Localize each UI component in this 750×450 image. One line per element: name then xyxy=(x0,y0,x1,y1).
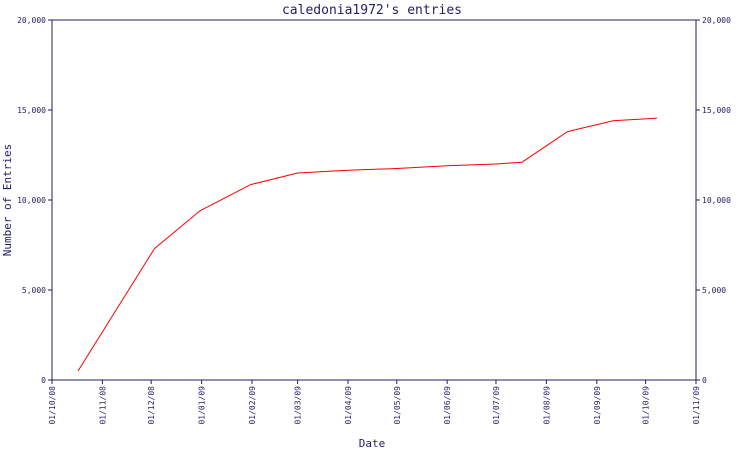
x-tick-label: 01/01/09 xyxy=(198,386,207,425)
x-tick-label: 01/10/08 xyxy=(48,386,57,425)
x-tick-label: 01/08/09 xyxy=(542,386,551,425)
x-axis-ticks: 01/10/08 01/11/08 01/12/08 01/01/09 01/02/09… xyxy=(48,380,701,425)
y-tick-label-left: 15,000 xyxy=(17,106,46,115)
data-point xyxy=(77,370,80,373)
x-tick-label: 01/06/09 xyxy=(443,386,452,425)
y-tick-label-right: 0 xyxy=(702,376,707,385)
x-tick-label: 01/04/09 xyxy=(344,386,353,425)
x-tick-label: 01/12/08 xyxy=(147,386,156,425)
x-tick-label: 01/11/08 xyxy=(98,386,107,425)
y-tick-label-right: 15,000 xyxy=(702,106,731,115)
data-point xyxy=(566,130,569,133)
data-point xyxy=(346,169,349,172)
y-axis-title: Number of Entries xyxy=(1,144,14,257)
data-point xyxy=(520,161,523,164)
x-axis-title: Date xyxy=(359,437,386,450)
series-points xyxy=(77,117,659,373)
data-point xyxy=(198,209,201,212)
data-point xyxy=(446,164,449,167)
y-tick-label-left: 10,000 xyxy=(17,196,46,205)
x-tick-label: 01/02/09 xyxy=(248,386,257,425)
x-tick-label: 01/07/09 xyxy=(492,386,501,425)
x-tick-label: 01/03/09 xyxy=(294,386,303,425)
data-point xyxy=(153,247,156,250)
x-tick-label: 01/11/09 xyxy=(692,386,701,425)
y-tick-label-left: 0 xyxy=(41,376,46,385)
data-point xyxy=(296,172,299,175)
data-point xyxy=(249,183,252,186)
data-point xyxy=(655,117,658,120)
y-tick-label-right: 20,000 xyxy=(702,16,731,25)
x-tick-label: 01/09/09 xyxy=(593,386,602,425)
data-point xyxy=(612,119,615,122)
right-y-axis-ticks: 0 5,000 10,000 15,000 20,000 xyxy=(696,16,731,385)
left-y-axis-ticks: 0 5,000 10,000 15,000 20,000 xyxy=(17,16,52,385)
y-tick-label-right: 10,000 xyxy=(702,196,731,205)
y-tick-label-left: 5,000 xyxy=(22,286,46,295)
data-point xyxy=(494,163,497,166)
x-tick-label: 01/05/09 xyxy=(393,386,402,425)
y-tick-label-right: 5,000 xyxy=(702,286,726,295)
y-tick-label-left: 20,000 xyxy=(17,16,46,25)
chart-title: caledonia1972's entries xyxy=(282,3,462,18)
series-line xyxy=(77,117,658,372)
x-tick-label: 01/10/09 xyxy=(642,386,651,425)
data-point xyxy=(395,167,398,170)
